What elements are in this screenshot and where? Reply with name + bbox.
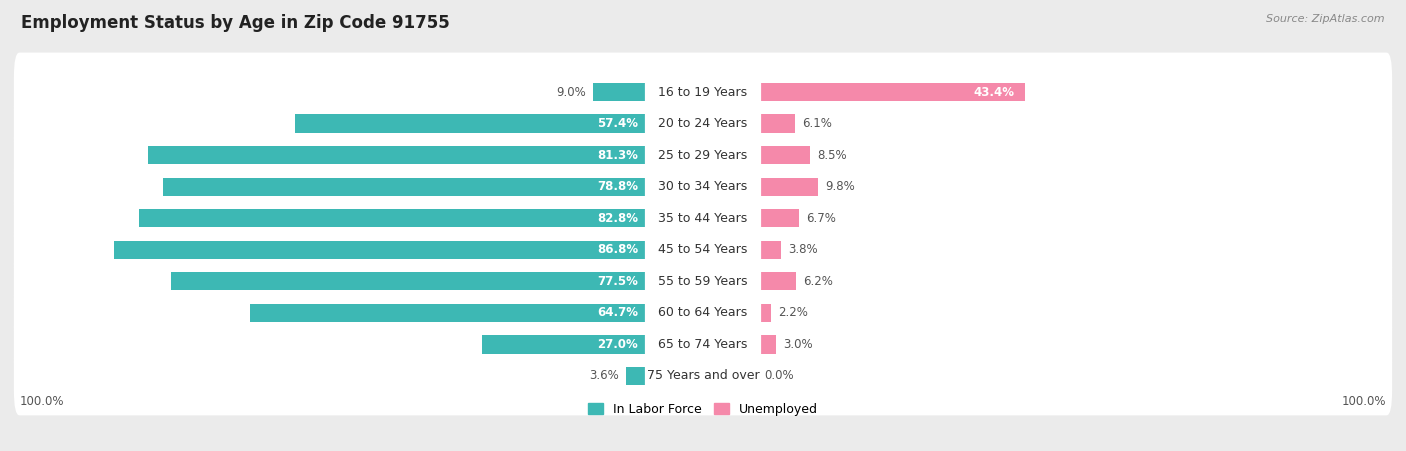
- FancyBboxPatch shape: [645, 99, 761, 148]
- FancyBboxPatch shape: [645, 288, 761, 337]
- Text: 25 to 29 Years: 25 to 29 Years: [658, 149, 748, 161]
- Text: 100.0%: 100.0%: [1343, 395, 1386, 408]
- Text: 78.8%: 78.8%: [598, 180, 638, 193]
- Bar: [758, 115, 796, 133]
- Bar: [758, 146, 810, 164]
- Bar: [482, 335, 648, 354]
- FancyBboxPatch shape: [14, 336, 1392, 415]
- FancyBboxPatch shape: [645, 162, 761, 211]
- Text: 3.0%: 3.0%: [783, 338, 813, 351]
- Bar: [758, 335, 776, 354]
- Text: 6.1%: 6.1%: [801, 117, 832, 130]
- FancyBboxPatch shape: [645, 226, 761, 274]
- Bar: [758, 178, 818, 196]
- Text: 20 to 24 Years: 20 to 24 Years: [658, 117, 748, 130]
- Bar: [758, 240, 782, 259]
- FancyBboxPatch shape: [14, 242, 1392, 321]
- FancyBboxPatch shape: [14, 273, 1392, 352]
- Text: 60 to 64 Years: 60 to 64 Years: [658, 306, 748, 319]
- FancyBboxPatch shape: [14, 179, 1392, 258]
- Text: 0.0%: 0.0%: [765, 369, 794, 382]
- Text: 9.0%: 9.0%: [557, 86, 586, 98]
- Bar: [758, 209, 799, 227]
- Text: 9.8%: 9.8%: [825, 180, 855, 193]
- Text: 8.5%: 8.5%: [817, 149, 846, 161]
- Text: 3.6%: 3.6%: [589, 369, 619, 382]
- Legend: In Labor Force, Unemployed: In Labor Force, Unemployed: [588, 403, 818, 416]
- Bar: [163, 178, 648, 196]
- Text: 82.8%: 82.8%: [598, 212, 638, 225]
- Text: 77.5%: 77.5%: [598, 275, 638, 288]
- FancyBboxPatch shape: [645, 320, 761, 369]
- Text: 65 to 74 Years: 65 to 74 Years: [658, 338, 748, 351]
- Bar: [148, 146, 648, 164]
- Bar: [295, 115, 648, 133]
- FancyBboxPatch shape: [14, 210, 1392, 289]
- Text: 35 to 44 Years: 35 to 44 Years: [658, 212, 748, 225]
- Bar: [250, 304, 648, 322]
- Text: 100.0%: 100.0%: [20, 395, 63, 408]
- Text: 16 to 19 Years: 16 to 19 Years: [658, 86, 748, 98]
- Text: 43.4%: 43.4%: [973, 86, 1015, 98]
- Bar: [758, 304, 772, 322]
- Text: 86.8%: 86.8%: [598, 243, 638, 256]
- FancyBboxPatch shape: [14, 305, 1392, 384]
- Text: 30 to 34 Years: 30 to 34 Years: [658, 180, 748, 193]
- Text: 3.8%: 3.8%: [787, 243, 817, 256]
- Bar: [758, 272, 796, 290]
- Text: 64.7%: 64.7%: [598, 306, 638, 319]
- FancyBboxPatch shape: [14, 147, 1392, 226]
- Text: Source: ZipAtlas.com: Source: ZipAtlas.com: [1267, 14, 1385, 23]
- FancyBboxPatch shape: [645, 351, 761, 400]
- Bar: [593, 83, 648, 101]
- Text: 55 to 59 Years: 55 to 59 Years: [658, 275, 748, 288]
- FancyBboxPatch shape: [14, 116, 1392, 194]
- Text: 75 Years and over: 75 Years and over: [647, 369, 759, 382]
- FancyBboxPatch shape: [14, 84, 1392, 163]
- Text: 57.4%: 57.4%: [598, 117, 638, 130]
- FancyBboxPatch shape: [645, 194, 761, 243]
- Bar: [139, 209, 648, 227]
- Text: 27.0%: 27.0%: [598, 338, 638, 351]
- Bar: [114, 240, 648, 259]
- Bar: [626, 367, 648, 385]
- Text: 2.2%: 2.2%: [778, 306, 808, 319]
- Text: 6.2%: 6.2%: [803, 275, 832, 288]
- Text: 6.7%: 6.7%: [806, 212, 835, 225]
- Bar: [172, 272, 648, 290]
- Text: 45 to 54 Years: 45 to 54 Years: [658, 243, 748, 256]
- Bar: [758, 83, 1025, 101]
- Text: 81.3%: 81.3%: [598, 149, 638, 161]
- Text: Employment Status by Age in Zip Code 91755: Employment Status by Age in Zip Code 917…: [21, 14, 450, 32]
- FancyBboxPatch shape: [645, 257, 761, 306]
- FancyBboxPatch shape: [645, 68, 761, 116]
- FancyBboxPatch shape: [14, 53, 1392, 131]
- FancyBboxPatch shape: [645, 131, 761, 179]
